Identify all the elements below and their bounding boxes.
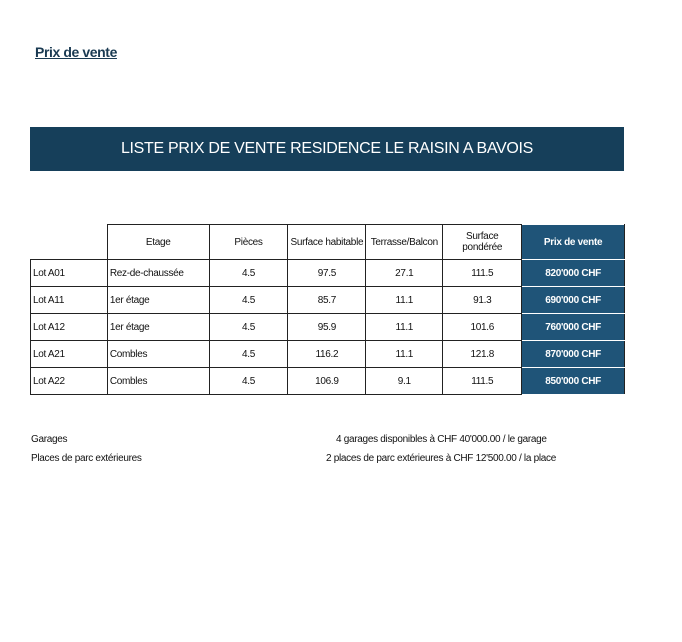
header-pieces: Pièces xyxy=(208,224,289,260)
cell-pieces: 4.5 xyxy=(208,340,289,368)
cell-pieces: 4.5 xyxy=(208,367,289,395)
page-title: Prix de vente xyxy=(35,44,117,60)
cell-etage: 1er étage xyxy=(106,313,210,341)
cell-etage: Rez-de-chaussée xyxy=(106,259,210,287)
cell-terrasse: 9.1 xyxy=(365,367,444,395)
cell-terrasse: 11.1 xyxy=(365,286,444,314)
cell-lot: Lot A11 xyxy=(30,286,108,314)
cell-pieces: 4.5 xyxy=(208,259,289,287)
cell-lot: Lot A21 xyxy=(30,340,108,368)
footer-label-garages: Garages xyxy=(31,434,68,445)
cell-terrasse: 11.1 xyxy=(365,340,444,368)
cell-surface-habitable: 85.7 xyxy=(287,286,367,314)
header-empty xyxy=(30,224,108,260)
cell-lot: Lot A22 xyxy=(30,367,108,395)
header-prix: Prix de vente xyxy=(521,224,625,260)
price-table: Etage Pièces Surface habitable Terrasse/… xyxy=(30,224,625,395)
header-surface-habitable: Surface habitable xyxy=(287,224,367,260)
cell-lot: Lot A12 xyxy=(30,313,108,341)
cell-surface-ponderee: 101.6 xyxy=(442,313,523,341)
footer-value-garages: 4 garages disponibles à CHF 40'000.00 / … xyxy=(336,434,547,445)
cell-terrasse: 27.1 xyxy=(365,259,444,287)
cell-surface-habitable: 95.9 xyxy=(287,313,367,341)
banner-title: LISTE PRIX DE VENTE RESIDENCE LE RAISIN … xyxy=(30,127,624,171)
cell-prix: 760'000 CHF xyxy=(521,313,625,341)
footer-label-parking: Places de parc extérieures xyxy=(31,453,142,464)
cell-surface-habitable: 116.2 xyxy=(287,340,367,368)
header-terrasse: Terrasse/Balcon xyxy=(365,224,444,260)
table-row: Lot A11 1er étage 4.5 85.7 11.1 91.3 690'000 C… xyxy=(30,286,625,314)
cell-etage: Combles xyxy=(106,340,210,368)
cell-surface-ponderee: 91.3 xyxy=(442,286,523,314)
table-row: Lot A01 Rez-de-chaussée 4.5 97.5 27.1 111.5 82… xyxy=(30,259,625,287)
cell-etage: Combles xyxy=(106,367,210,395)
cell-pieces: 4.5 xyxy=(208,286,289,314)
cell-surface-ponderee: 121.8 xyxy=(442,340,523,368)
table-header-row: Etage Pièces Surface habitable Terrasse/… xyxy=(30,224,625,260)
table-row: Lot A21 Combles 4.5 116.2 11.1 121.8 870'000 C… xyxy=(30,340,625,368)
cell-pieces: 4.5 xyxy=(208,313,289,341)
cell-surface-habitable: 106.9 xyxy=(287,367,367,395)
cell-prix: 870'000 CHF xyxy=(521,340,625,368)
cell-lot: Lot A01 xyxy=(30,259,108,287)
cell-terrasse: 11.1 xyxy=(365,313,444,341)
cell-surface-ponderee: 111.5 xyxy=(442,259,523,287)
header-etage: Etage xyxy=(106,224,210,260)
cell-prix: 690'000 CHF xyxy=(521,286,625,314)
cell-surface-habitable: 97.5 xyxy=(287,259,367,287)
footer-value-parking: 2 places de parc extérieures à CHF 12'50… xyxy=(326,453,556,464)
cell-prix: 820'000 CHF xyxy=(521,259,625,287)
table-row: Lot A12 1er étage 4.5 95.9 11.1 101.6 760'000 … xyxy=(30,313,625,341)
cell-etage: 1er étage xyxy=(106,286,210,314)
table-row: Lot A22 Combles 4.5 106.9 9.1 111.5 850'000 CH… xyxy=(30,367,625,395)
cell-surface-ponderee: 111.5 xyxy=(442,367,523,395)
header-surface-ponderee: Surface pondérée xyxy=(442,224,523,260)
cell-prix: 850'000 CHF xyxy=(521,367,625,395)
